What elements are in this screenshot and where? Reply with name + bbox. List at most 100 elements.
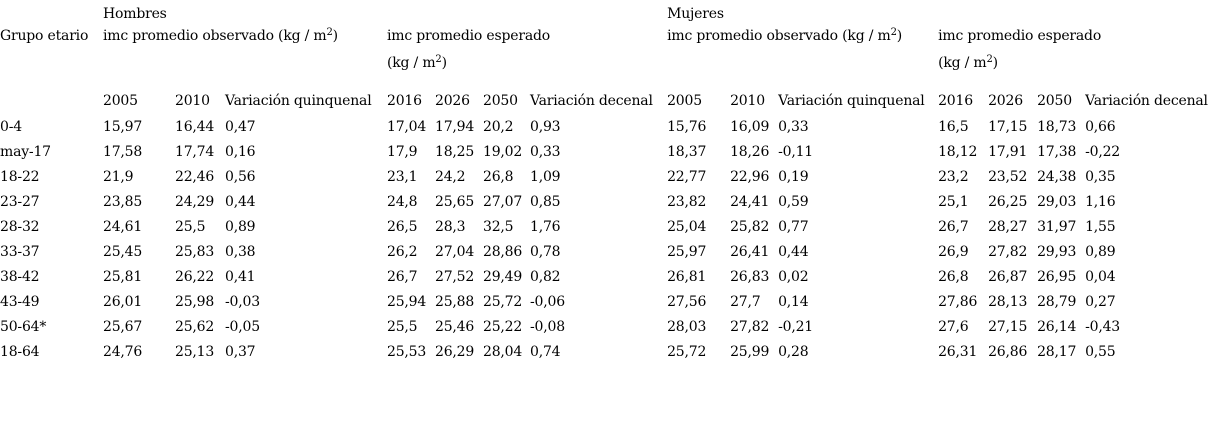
value-cell: 0,89 bbox=[225, 218, 256, 235]
value-cell: 1,16 bbox=[1085, 193, 1116, 210]
value-cell: 0,37 bbox=[225, 343, 256, 360]
value-cell: 28,04 bbox=[483, 343, 523, 360]
value-cell: 26,25 bbox=[988, 193, 1028, 210]
value-cell: -0,22 bbox=[1085, 143, 1120, 160]
hombres-observado-header: imc promedio observado (kg / m2) bbox=[103, 28, 387, 88]
value-cell: 22,96 bbox=[730, 168, 770, 185]
value-cell: 26,29 bbox=[435, 343, 475, 360]
value-cell: 19,02 bbox=[483, 143, 523, 160]
year-header-row: 2005 2010 Variación quinquenal 2016 2026… bbox=[0, 88, 1219, 114]
age-group-cell: 18-64 bbox=[0, 343, 40, 360]
table-row: may-17 17,58 17,74 0,16 17,9 18,25 19,02 0,33 18… bbox=[0, 139, 1219, 164]
value-cell: 26,31 bbox=[938, 343, 978, 360]
value-cell: 27,6 bbox=[938, 318, 969, 335]
value-cell: 29,49 bbox=[483, 268, 523, 285]
value-cell: 0,41 bbox=[225, 268, 256, 285]
col-header-m-var-decenal: Variación decenal bbox=[1085, 93, 1208, 109]
squared-exponent: 2 bbox=[890, 27, 897, 38]
table-row: 33-37 25,45 25,83 0,38 26,2 27,04 28,86 0,78 25,… bbox=[0, 239, 1219, 264]
value-cell: 26,01 bbox=[103, 293, 143, 310]
age-group-cell: 18-22 bbox=[0, 168, 40, 185]
value-cell: 0,19 bbox=[778, 168, 809, 185]
value-cell: 0,82 bbox=[530, 268, 561, 285]
col-header-h-2010: 2010 bbox=[175, 93, 210, 109]
value-cell: -0,06 bbox=[530, 293, 565, 310]
col-header-m-2010: 2010 bbox=[730, 93, 765, 109]
value-cell: 0,28 bbox=[778, 343, 809, 360]
value-cell: 25,72 bbox=[667, 343, 707, 360]
value-cell: 20,2 bbox=[483, 118, 514, 135]
value-cell: 0,89 bbox=[1085, 243, 1116, 260]
value-cell: 0,78 bbox=[530, 243, 561, 260]
value-cell: 27,56 bbox=[667, 293, 707, 310]
value-cell: 29,93 bbox=[1037, 243, 1077, 260]
value-cell: 16,5 bbox=[938, 118, 969, 135]
value-cell: 26,95 bbox=[1037, 268, 1077, 285]
col-header-m-2016: 2016 bbox=[938, 93, 973, 109]
value-cell: 28,13 bbox=[988, 293, 1028, 310]
value-cell: 26,7 bbox=[938, 218, 969, 235]
hombres-esperado-header: imc promedio esperado (kg / m2) bbox=[387, 28, 667, 88]
value-cell: 23,2 bbox=[938, 168, 969, 185]
value-cell: 0,38 bbox=[225, 243, 256, 260]
value-cell: 28,27 bbox=[988, 218, 1028, 235]
esperado-label: imc promedio esperado bbox=[387, 28, 550, 44]
value-cell: 0,35 bbox=[1085, 168, 1116, 185]
value-cell: 24,38 bbox=[1037, 168, 1077, 185]
value-cell: 0,14 bbox=[778, 293, 809, 310]
squared-exponent: 2 bbox=[435, 54, 442, 65]
value-cell: 23,85 bbox=[103, 193, 143, 210]
value-cell: 0,85 bbox=[530, 193, 561, 210]
value-cell: 25,88 bbox=[435, 293, 475, 310]
value-cell: -0,21 bbox=[778, 318, 813, 335]
value-cell: -0,11 bbox=[778, 143, 813, 160]
col-header-h-2026: 2026 bbox=[435, 93, 470, 109]
value-cell: 26,22 bbox=[175, 268, 215, 285]
value-cell: 25,5 bbox=[387, 318, 418, 335]
value-cell: 18,25 bbox=[435, 143, 475, 160]
value-cell: 27,07 bbox=[483, 193, 523, 210]
group-header-row: Grupo etario imc promedio observado (kg … bbox=[0, 28, 1219, 88]
value-cell: 21,9 bbox=[103, 168, 134, 185]
table-row: 28-32 24,61 25,5 0,89 26,5 28,3 32,5 1,76 25,04 2… bbox=[0, 214, 1219, 239]
sex-header-row: Hombres Mujeres bbox=[0, 0, 1219, 28]
value-cell: 17,04 bbox=[387, 118, 427, 135]
value-cell: 17,74 bbox=[175, 143, 215, 160]
value-cell: 31,97 bbox=[1037, 218, 1077, 235]
mujeres-observado-header: imc promedio observado (kg / m2) bbox=[667, 28, 938, 88]
value-cell: 23,82 bbox=[667, 193, 707, 210]
value-cell: 25,04 bbox=[667, 218, 707, 235]
value-cell: 26,9 bbox=[938, 243, 969, 260]
age-group-cell: 23-27 bbox=[0, 193, 40, 210]
table-row: 50-64* 25,67 25,62 -0,05 25,5 25,46 25,22 -0,08… bbox=[0, 314, 1219, 339]
value-cell: 22,46 bbox=[175, 168, 215, 185]
value-cell: 24,76 bbox=[103, 343, 143, 360]
value-cell: 0,16 bbox=[225, 143, 256, 160]
age-group-cell: may-17 bbox=[0, 143, 51, 160]
observado-label-close: ) bbox=[896, 28, 902, 44]
table-row: 38-42 25,81 26,22 0,41 26,7 27,52 29,49 0,82 26,… bbox=[0, 264, 1219, 289]
value-cell: 29,03 bbox=[1037, 193, 1077, 210]
value-cell: 0,66 bbox=[1085, 118, 1116, 135]
value-cell: 28,86 bbox=[483, 243, 523, 260]
age-group-cell: 28-32 bbox=[0, 218, 40, 235]
value-cell: 25,13 bbox=[175, 343, 215, 360]
value-cell: -0,03 bbox=[225, 293, 260, 310]
value-cell: 18,73 bbox=[1037, 118, 1077, 135]
age-group-cell: 33-37 bbox=[0, 243, 40, 260]
col-header-h-2005: 2005 bbox=[103, 93, 138, 109]
value-cell: 27,82 bbox=[730, 318, 770, 335]
value-cell: 25,53 bbox=[387, 343, 427, 360]
value-cell: 1,09 bbox=[530, 168, 561, 185]
value-cell: 0,33 bbox=[530, 143, 561, 160]
esperado-label: imc promedio esperado bbox=[938, 28, 1102, 44]
value-cell: 26,8 bbox=[938, 268, 969, 285]
value-cell: 25,81 bbox=[103, 268, 143, 285]
value-cell: 27,04 bbox=[435, 243, 475, 260]
value-cell: 25,1 bbox=[938, 193, 969, 210]
value-cell: 25,98 bbox=[175, 293, 215, 310]
value-cell: 25,97 bbox=[667, 243, 707, 260]
value-cell: 25,99 bbox=[730, 343, 770, 360]
value-cell: 0,59 bbox=[778, 193, 809, 210]
value-cell: 25,62 bbox=[175, 318, 215, 335]
